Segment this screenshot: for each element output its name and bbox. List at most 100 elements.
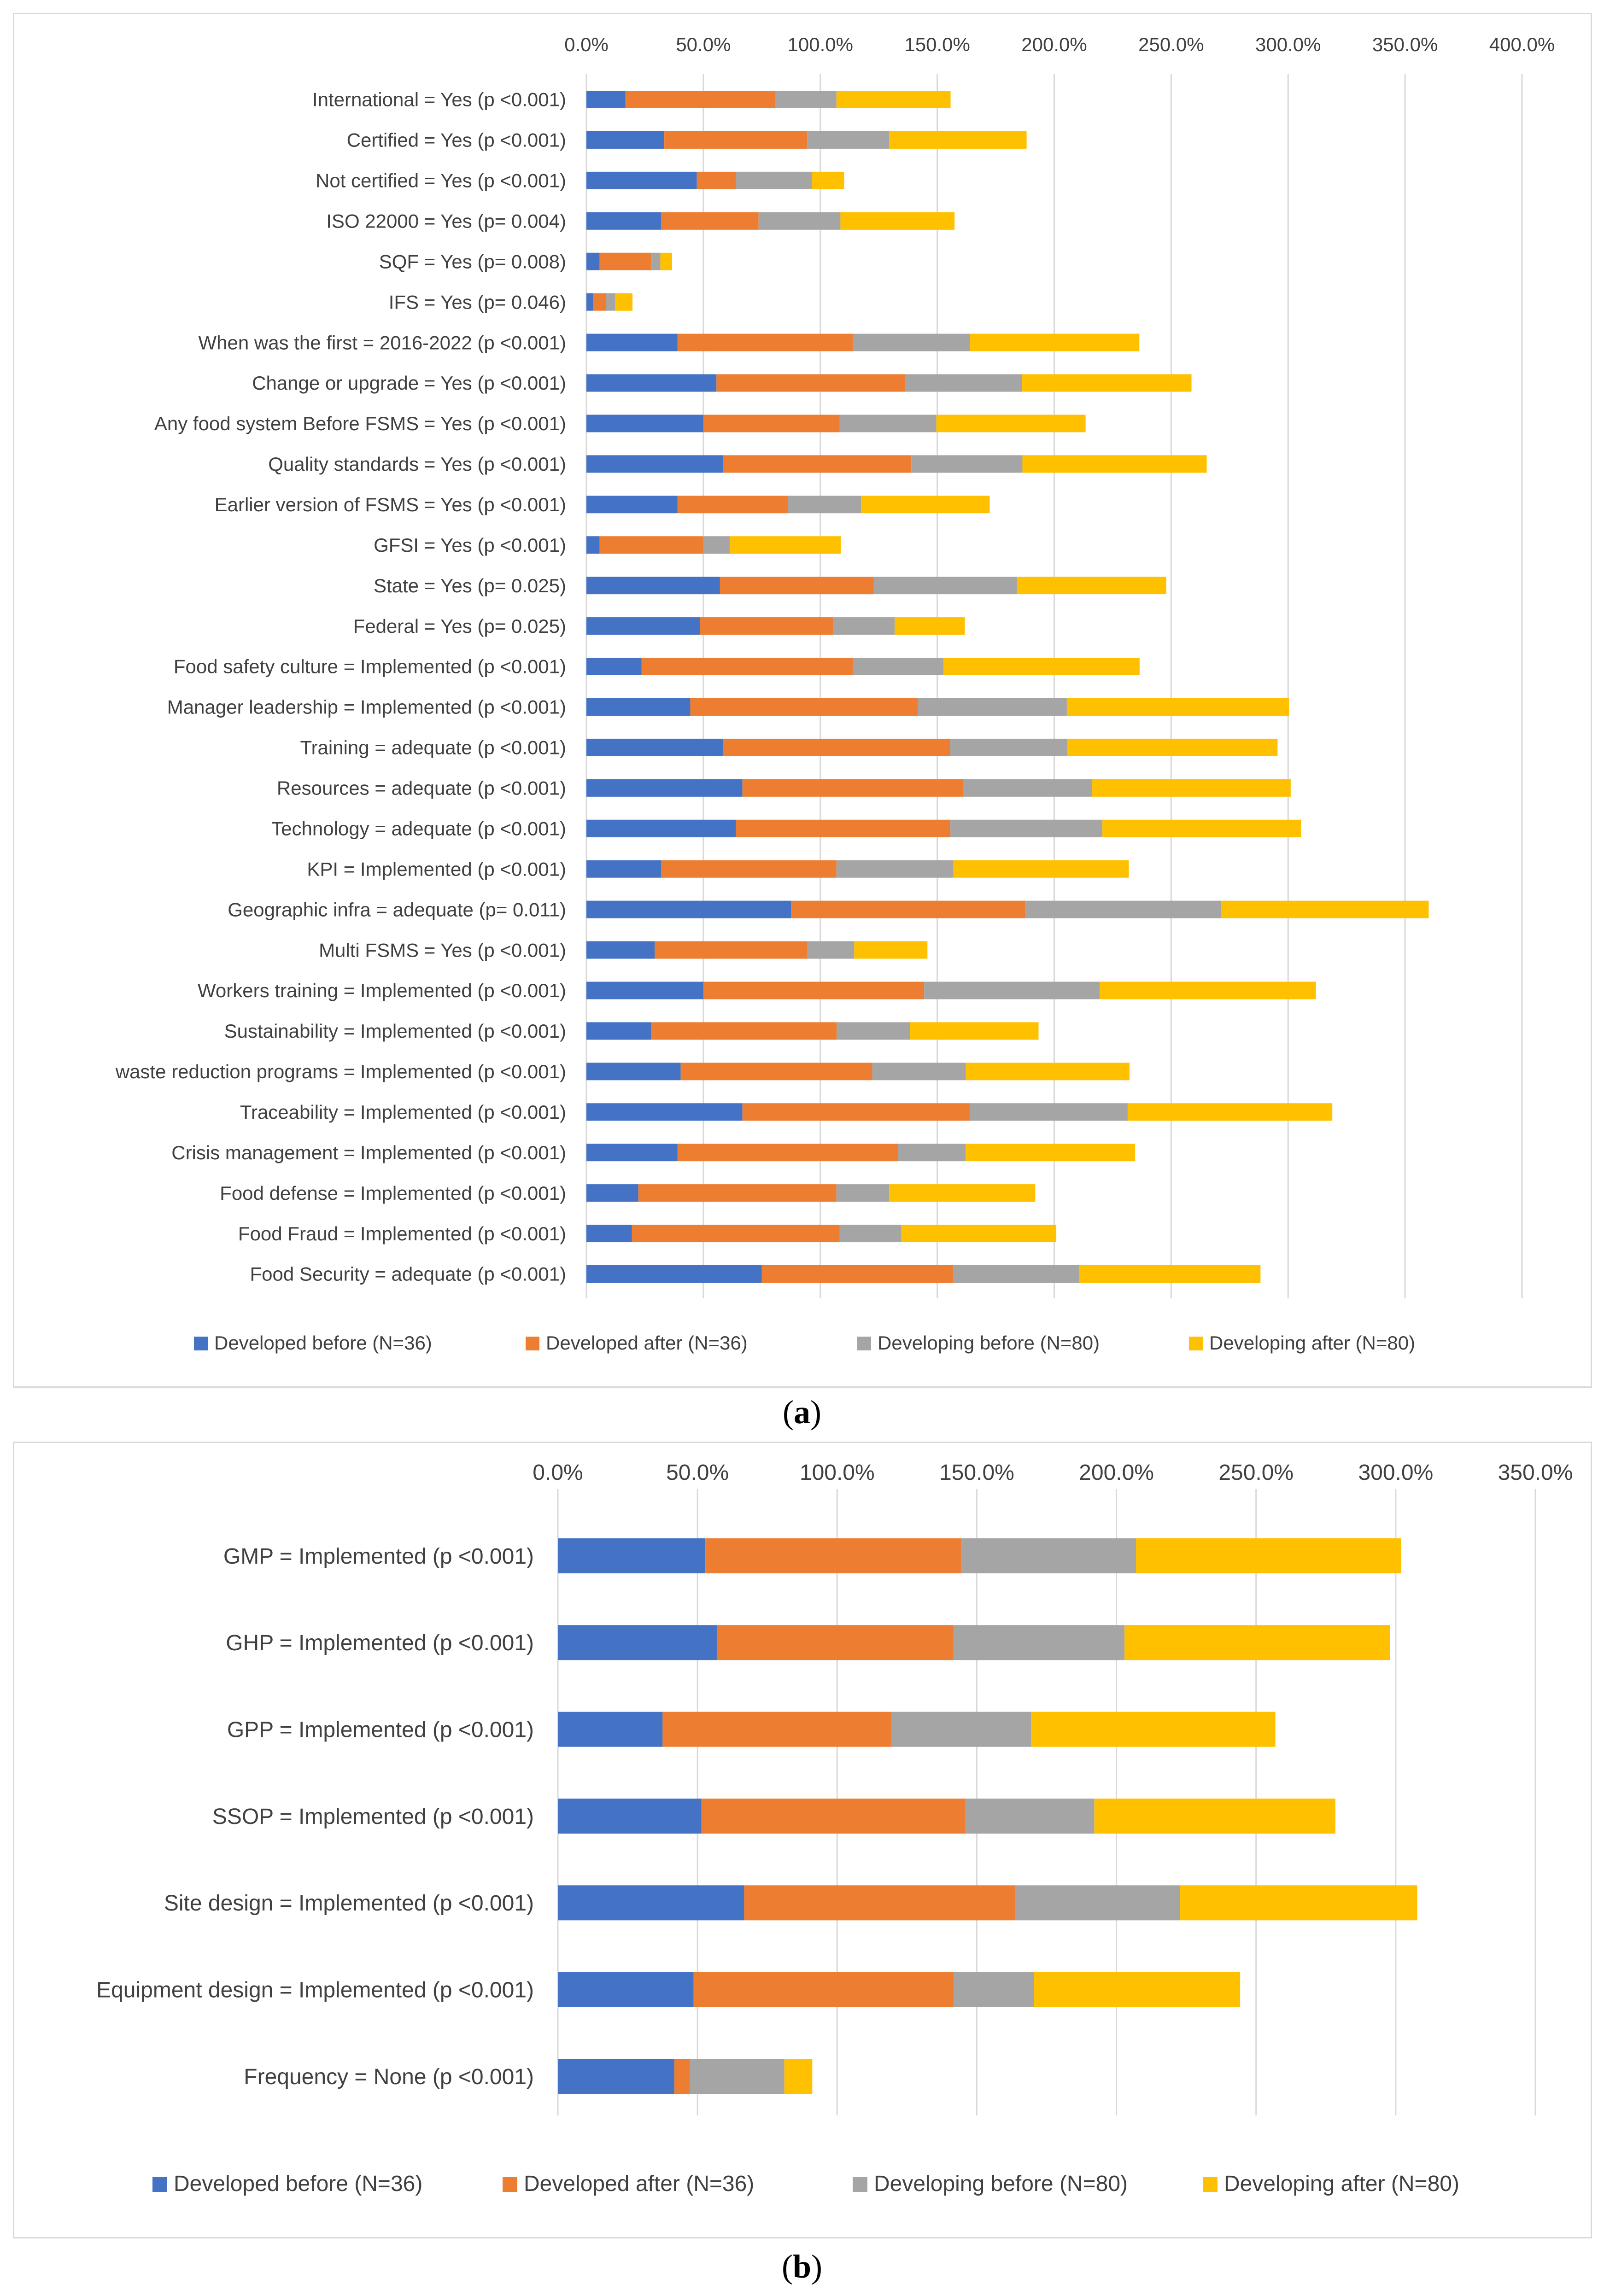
category-label: Manager leadership = Implemented (p <0.0… (167, 696, 566, 718)
bar-segment (1127, 1103, 1333, 1121)
bar-segment (836, 91, 951, 108)
category-label: SSOP = Implemented (p <0.001) (212, 1805, 534, 1829)
bar-segment (705, 1538, 962, 1573)
bar-segment (586, 171, 697, 189)
bar-segment (742, 1103, 970, 1121)
category-label: Sustainability = Implemented (p <0.001) (224, 1020, 566, 1042)
legend-label: Developed before (N=36) (174, 2172, 422, 2196)
bar-segment (898, 1144, 966, 1162)
bar-segment (680, 1063, 872, 1081)
bar-segment (961, 1538, 1136, 1573)
bar-segment (674, 2059, 690, 2094)
caption-a: (a) (783, 1394, 821, 1431)
bar-segment (761, 1265, 954, 1283)
legend-label: Developing before (N=80) (878, 1332, 1100, 1354)
bar-segment (970, 333, 1140, 351)
bar-segment (703, 981, 925, 999)
bar-segment (586, 900, 791, 918)
bar-segment (693, 1972, 954, 2007)
category-label: Equipment design = Implemented (p <0.001… (96, 1978, 534, 2002)
bar-segment (661, 860, 837, 878)
category-label: Multi FSMS = Yes (p <0.001) (319, 939, 566, 961)
category-label: ISO 22000 = Yes (p= 0.004) (326, 210, 566, 232)
bar-segment (840, 212, 955, 230)
legend-swatch (1203, 2177, 1218, 2192)
chart-b-svg: 0.0% 50.0% 100.0% 150.0% 200.0% 250.0% 300.0% 3… (96, 1461, 1573, 2196)
category-label: Food defense = Implemented (p <0.001) (220, 1182, 566, 1204)
bar-segment (586, 252, 600, 270)
bar-segment (586, 496, 678, 514)
bar-segment (924, 981, 1100, 999)
bar-segment (586, 779, 743, 797)
category-label: Not certified = Yes (p <0.001) (316, 170, 566, 192)
category-label: When was the first = 2016-2022 (p <0.001… (199, 332, 566, 353)
bar-segment (660, 252, 672, 270)
category-label: GPP = Implemented (p <0.001) (227, 1718, 534, 1742)
bar-segment (586, 819, 736, 837)
bar-segment (586, 860, 661, 878)
bar-segment (953, 1625, 1125, 1660)
legend-swatch (194, 1337, 208, 1350)
x-tick-label: 100.0% (800, 1461, 875, 1485)
category-label: GFSI = Yes (p <0.001) (374, 534, 566, 556)
bar-segment (953, 1265, 1079, 1283)
category-label: Federal = Yes (p= 0.025) (353, 615, 566, 637)
bar-segment (905, 374, 1022, 392)
bar-segment (697, 171, 736, 189)
bar-segment (1100, 981, 1316, 999)
category-label: waste reduction programs = Implemented (… (115, 1061, 566, 1082)
bar-segment (586, 536, 600, 554)
bar-segment (1025, 900, 1221, 918)
category-label: IFS = Yes (p= 0.046) (389, 291, 566, 313)
category-label: Workers training = Implemented (p <0.001… (198, 980, 566, 1001)
x-tick-label: 300.0% (1358, 1461, 1433, 1485)
bar-segment (599, 536, 703, 554)
legend-swatch (857, 1337, 871, 1350)
bar-segment (586, 1144, 678, 1162)
bar-segment (716, 1625, 954, 1660)
bar-segment (953, 860, 1129, 878)
bar-segment (586, 1103, 743, 1121)
category-label: Crisis management = Implemented (p <0.00… (171, 1142, 566, 1163)
bar-segment (736, 171, 812, 189)
bar-segment (690, 2059, 784, 2094)
bar-segment (1022, 455, 1207, 473)
legend-label: Developing after (N=80) (1209, 1332, 1415, 1354)
x-tick-label: 100.0% (788, 34, 853, 55)
category-label: KPI = Implemented (p <0.001) (307, 858, 566, 880)
bar-segment (950, 819, 1103, 837)
bar-segment (558, 1799, 702, 1834)
category-label: Certified = Yes (p <0.001) (347, 129, 566, 151)
legend-swatch (526, 1337, 539, 1350)
bar-segment (1180, 1885, 1417, 1921)
bar-segment (586, 333, 678, 351)
x-tick-label: 350.0% (1498, 1461, 1573, 1485)
bar-segment (586, 1265, 762, 1283)
category-label: Technology = adequate (p <0.001) (271, 818, 566, 839)
category-label: Frequency = None (p <0.001) (244, 2065, 534, 2089)
bar-segment (558, 1712, 663, 1747)
category-label: Food Fraud = Implemented (p <0.001) (238, 1223, 566, 1244)
caption-letter: b (792, 2248, 812, 2285)
bar-segment (1094, 1799, 1335, 1834)
bar-segment (655, 941, 808, 959)
bar-segment (807, 131, 890, 149)
bar-segment (965, 1799, 1095, 1834)
bar-segment (970, 1103, 1128, 1121)
legend-label: Developing before (N=80) (874, 2172, 1128, 2196)
bar-segment (586, 1063, 681, 1081)
category-label: GHP = Implemented (p <0.001) (226, 1631, 534, 1655)
bar-segment (586, 941, 655, 959)
bar-segment (861, 496, 990, 514)
x-tick-label: 50.0% (676, 34, 731, 55)
bar-segment (758, 212, 841, 230)
legend-swatch (1189, 1337, 1203, 1350)
chart-a-svg: 0.0% 50.0% 100.0% 150.0% 200.0% 250.0% 300.0% 3… (115, 34, 1555, 1354)
bar-segment (839, 1225, 902, 1243)
bar-segment (586, 1022, 652, 1040)
category-label: Any food system Before FSMS = Yes (p <0.… (154, 413, 566, 434)
bar-segment (677, 333, 853, 351)
caption-letter: a (794, 1394, 810, 1431)
bar-segment (593, 293, 606, 311)
bar-segment (1136, 1538, 1401, 1573)
